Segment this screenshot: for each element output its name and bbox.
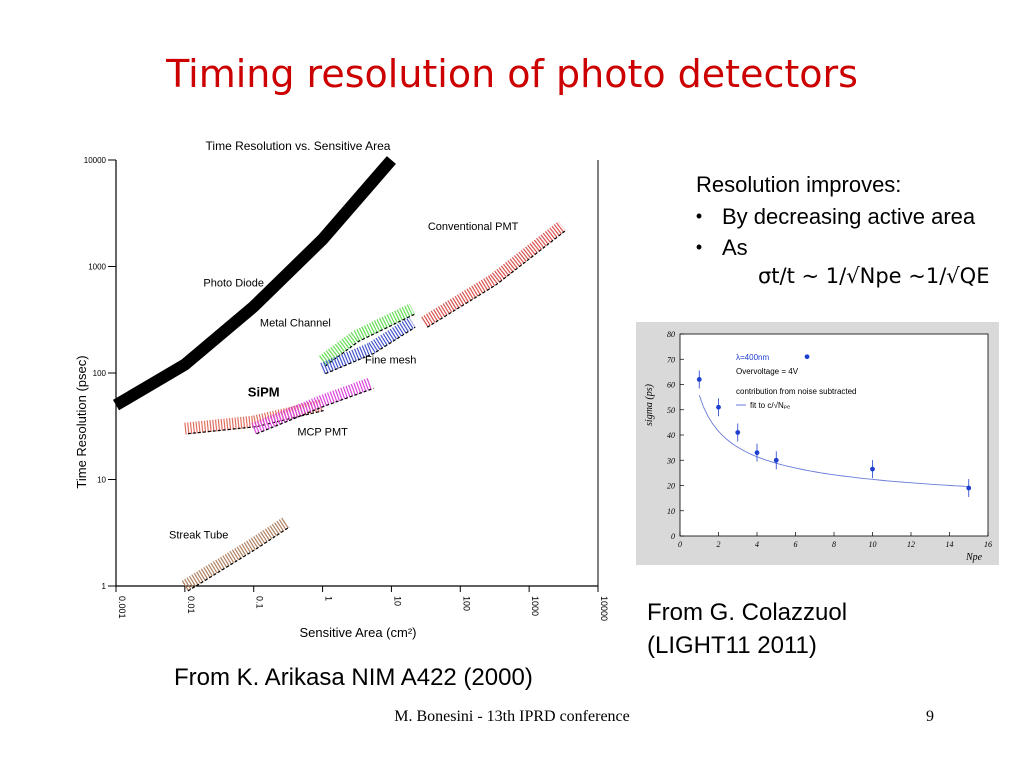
series-sipm (184, 399, 324, 435)
citation-left: From K. Arikasa NIM A422 (2000) (174, 664, 533, 691)
x-tick-label: 0.001 (117, 596, 127, 619)
series-label: Photo Diode (203, 278, 264, 290)
x-tick-label: 1000 (530, 596, 540, 616)
series-fine-mesh (320, 317, 416, 375)
y-tick-label: 30 (666, 456, 675, 465)
y-tick-label: 10000 (84, 156, 107, 165)
x-tick-label: 10 (392, 596, 402, 606)
legend-entry: Overvoltage = 4V (736, 367, 799, 376)
x-tick-label: 4 (755, 540, 759, 549)
x-tick-label: 0.01 (186, 596, 196, 614)
x-tick-label: 8 (832, 540, 836, 549)
series-edge (426, 230, 566, 328)
y-tick-label: 10 (97, 476, 106, 485)
bullet-text: As (722, 234, 748, 260)
formula: σt/t ~ 1/√Npe ~1/√QE (758, 264, 990, 288)
series-edge (325, 313, 416, 367)
series-label: Fine mesh (365, 355, 416, 367)
legend-entry: fit to c/√Nₚₑ (750, 401, 790, 410)
x-tick-label: 2 (717, 540, 721, 549)
footer: M. Bonesini - 13th IPRD conference (394, 708, 630, 725)
series-streak-tube (181, 516, 290, 592)
series-edge (187, 526, 290, 592)
y-tick-label: 100 (93, 369, 107, 378)
bullet-heading: Resolution improves: (696, 172, 902, 197)
y-tick-label: 20 (667, 482, 675, 491)
x-tick-label: 1 (324, 596, 334, 601)
bullet-box: Resolution improves: • By decreasing act… (676, 170, 1006, 263)
page-number: 9 (926, 708, 934, 725)
citation-line: (LIGHT11 2011) (647, 632, 817, 659)
series-label: SiPM (248, 385, 280, 400)
y-tick-label: 50 (667, 406, 675, 415)
chart-title: Time Resolution vs. Sensitive Area (206, 139, 391, 153)
y-tick-label: 40 (667, 431, 675, 440)
fit-curve (698, 395, 969, 487)
bullet-item: • By decreasing active area (676, 201, 1006, 232)
time-resolution-chart: Time Resolution vs. Sensitive Area 1 10 10… (68, 132, 608, 652)
x-tick-label: 14 (946, 540, 954, 549)
series-label: Conventional PMT (428, 221, 519, 233)
data-point (870, 466, 875, 472)
y-tick-label: 1 (102, 582, 107, 591)
y-tick-label: 70 (667, 355, 675, 364)
data-point (754, 450, 760, 456)
x-tick-label: 10 (869, 540, 877, 549)
bullet-icon: • (695, 205, 703, 226)
y-tick-label: 80 (667, 330, 675, 339)
data-point (735, 430, 741, 435)
y-tick-label: 0 (671, 532, 675, 541)
y-tick-label: 10 (667, 507, 675, 516)
citation-right: From G. Colazzuol (LIGHT11 2011) (647, 596, 847, 662)
series-photo-diode (112, 156, 396, 411)
series-label: Streak Tube (169, 530, 228, 542)
bullet-item: • As (676, 232, 1006, 263)
y-tick-label: 60 (667, 381, 675, 390)
citation-line: From G. Colazzuol (647, 599, 848, 626)
sigma-vs-npe-chart: 0 10 20 30 40 50 60 70 80 0 2 4 6 8 10 12 14 16 sigma (ps)… (636, 322, 999, 565)
series-edge (187, 409, 326, 435)
data-point (804, 354, 810, 360)
x-tick-label: 0.1 (255, 596, 265, 609)
bullet-text: By decreasing active area (722, 203, 976, 229)
x-tick-label: 6 (794, 540, 798, 549)
plot-area (679, 333, 989, 537)
bullet-icon: • (695, 236, 703, 257)
x-tick-label: 12 (907, 540, 915, 549)
data-point (696, 377, 702, 382)
series-label: MCP PMT (297, 427, 348, 439)
data-point (966, 485, 972, 491)
x-tick-label: 0 (678, 540, 682, 549)
x-tick-label: 16 (984, 540, 992, 549)
x-tick-label: 10000 (599, 596, 608, 621)
slide-title: Timing resolution of photo detectors (166, 52, 858, 96)
y-tick-label: 1000 (88, 263, 106, 272)
data-point (716, 404, 721, 410)
x-axis-label: Sensitive Area (cm²) (299, 625, 416, 640)
data-point (773, 457, 779, 463)
legend-entry: λ=400nm (736, 353, 769, 362)
legend-entry: contribution from noise subtracted (736, 387, 857, 396)
series-label: Metal Channel (260, 318, 331, 330)
y-axis-label: sigma (ps) (644, 383, 655, 426)
y-axis-label: Time Resolution (psec) (74, 355, 89, 488)
series-edge (325, 326, 416, 375)
x-axis-label: Npe (965, 552, 983, 563)
x-tick-label: 100 (461, 596, 471, 611)
